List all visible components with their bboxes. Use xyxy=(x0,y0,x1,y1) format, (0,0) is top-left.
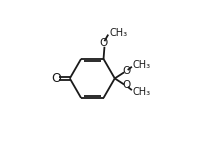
Text: CH₃: CH₃ xyxy=(109,28,127,38)
Text: O: O xyxy=(123,66,131,76)
Text: O: O xyxy=(123,80,131,90)
Text: CH₃: CH₃ xyxy=(132,60,150,70)
Text: O: O xyxy=(99,38,108,48)
Text: O: O xyxy=(51,72,61,85)
Text: CH₃: CH₃ xyxy=(132,87,150,97)
